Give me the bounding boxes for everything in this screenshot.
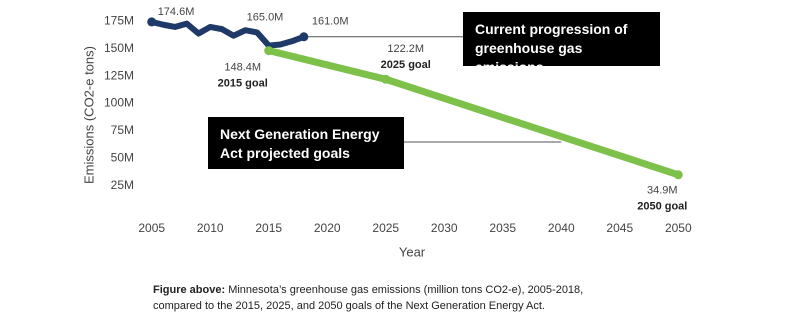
value-label: 174.6M xyxy=(158,6,195,18)
x-tick-label: 2015 xyxy=(255,221,282,235)
x-tick-label: 2020 xyxy=(314,221,341,235)
caption-text: Minnesota’s greenhouse gas emissions (mi… xyxy=(228,284,584,296)
caption-bold: Figure above: xyxy=(153,284,226,296)
point xyxy=(147,17,157,27)
caption-line: compared to the 2015, 2025, and 2050 goa… xyxy=(153,300,545,312)
value-label: 148.4M xyxy=(224,61,261,73)
y-axis-label: Emissions (CO2-e tons) xyxy=(81,46,96,184)
series-box: Current progression of greenhouse gas em… xyxy=(463,12,660,75)
y-tick-label: 100M xyxy=(104,96,134,110)
value-label: 161.0M xyxy=(312,16,349,28)
goal-label: 2050 goal xyxy=(637,201,687,213)
x-tick-label: 2040 xyxy=(548,221,575,235)
x-tick-label: 2030 xyxy=(431,221,458,235)
y-tick-label: 150M xyxy=(104,41,134,55)
x-tick-label: 2050 xyxy=(665,221,692,235)
value-label: 34.9M xyxy=(647,185,678,197)
point xyxy=(264,46,274,56)
y-tick-label: 50M xyxy=(111,150,134,164)
caption-line: Figure above: Minnesota’s greenhouse gas… xyxy=(153,284,583,296)
goal-label: 2025 goal xyxy=(381,59,431,71)
y-tick-label: 175M xyxy=(104,14,134,28)
point xyxy=(673,170,683,180)
x-tick-label: 2025 xyxy=(372,221,399,235)
series-box: Next Generation Energy Act projected goa… xyxy=(208,117,404,169)
value-label: 165.0M xyxy=(247,11,284,23)
x-tick-label: 2035 xyxy=(489,221,516,235)
point xyxy=(381,74,391,84)
x-tick-label: 2010 xyxy=(197,221,224,235)
x-axis-label: Year xyxy=(399,244,426,259)
goal-label: 2015 goal xyxy=(218,77,268,89)
y-tick-label: 75M xyxy=(111,123,134,137)
x-tick-label: 2045 xyxy=(606,221,633,235)
x-tick-label: 2005 xyxy=(138,221,165,235)
y-tick-label: 25M xyxy=(111,178,134,192)
series-line xyxy=(150,18,305,49)
y-tick-label: 125M xyxy=(104,68,134,82)
point xyxy=(299,32,309,42)
value-label: 122.2M xyxy=(387,43,424,55)
